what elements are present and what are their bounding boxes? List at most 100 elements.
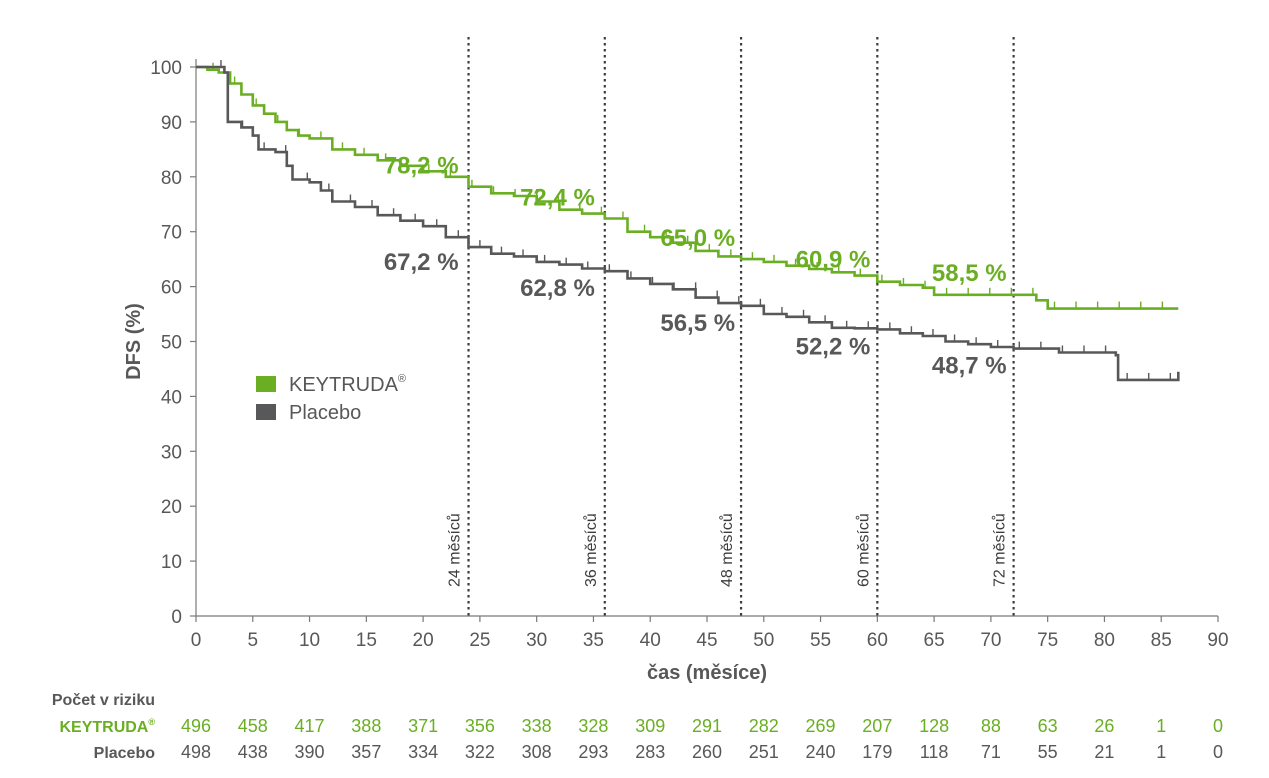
milestone-label: 67,2 % [384, 249, 459, 276]
milestone-label: 65,0 % [660, 225, 735, 252]
milestone-label: 52,2 % [796, 333, 871, 360]
risk-count: 334 [408, 742, 438, 762]
risk-count: 438 [238, 742, 268, 762]
risk-count: 322 [465, 742, 495, 762]
legend-label: Placebo [289, 402, 361, 424]
x-tick-label: 50 [753, 630, 774, 651]
x-tick-label: 10 [299, 630, 320, 651]
risk-count: 417 [295, 716, 325, 736]
risk-table-title: Počet v riziku [52, 692, 155, 709]
risk-count: 498 [181, 742, 211, 762]
risk-count: 251 [749, 742, 779, 762]
risk-row-label: Placebo [94, 745, 156, 762]
risk-count: 308 [522, 742, 552, 762]
x-tick-label: 5 [247, 630, 258, 651]
curve-keytruda [196, 65, 1179, 310]
risk-count: 390 [295, 742, 325, 762]
risk-count: 283 [635, 742, 665, 762]
milestone-label: 48,7 % [932, 353, 1007, 380]
y-axis-title: DFS (%) [123, 303, 145, 380]
milestone-label: 78,2 % [384, 153, 459, 180]
risk-count: 293 [578, 742, 608, 762]
y-tick-label: 60 [161, 278, 182, 299]
y-tick-label: 80 [161, 168, 182, 189]
y-tick-label: 70 [161, 223, 182, 244]
x-tick-label: 45 [696, 630, 717, 651]
x-tick-label: 25 [469, 630, 490, 651]
reference-lines: 24 měsíců 36 měsíců 48 měsíců 60 měsíců 72 m… [446, 37, 1015, 616]
y-tick-label: 50 [161, 333, 182, 354]
risk-count: 21 [1094, 742, 1114, 762]
curve-placebo [196, 65, 1180, 382]
risk-count: 1 [1156, 716, 1166, 736]
milestone-label: 60,9 % [796, 247, 871, 274]
risk-count: 291 [692, 716, 722, 736]
risk-count: 88 [981, 716, 1001, 736]
x-axis-title: čas (měsíce) [647, 662, 767, 684]
y-tick-label: 10 [161, 552, 182, 573]
risk-row-label: KEYTRUDA® [59, 717, 155, 736]
y-tick-label: 30 [161, 442, 182, 463]
milestone-label: 72,4 % [520, 185, 595, 212]
legend: KEYTRUDA® Placebo [256, 373, 406, 424]
risk-count: 240 [806, 742, 836, 762]
reference-line-label: 48 měsíců [718, 513, 736, 587]
y-tick-label: 100 [150, 58, 182, 79]
y-tick-label: 0 [171, 607, 182, 628]
risk-count: 338 [522, 716, 552, 736]
risk-count: 282 [749, 716, 779, 736]
x-tick-label: 30 [526, 630, 547, 651]
risk-count: 328 [578, 716, 608, 736]
risk-count: 260 [692, 742, 722, 762]
x-tick-label: 90 [1207, 630, 1228, 651]
risk-count: 179 [862, 742, 892, 762]
risk-count: 1 [1156, 742, 1166, 762]
axes: 0 10 20 30 40 50 60 70 80 90 100 0 5 10 15 20 25 30 35 40 45… [123, 58, 1229, 684]
x-tick-label: 85 [1151, 630, 1172, 651]
reference-line-label: 60 měsíců [854, 513, 872, 587]
x-tick-label: 20 [413, 630, 434, 651]
registered-mark: ® [148, 717, 155, 727]
y-tick-label: 20 [161, 497, 182, 518]
y-tick-label: 40 [161, 387, 182, 408]
x-tick-label: 40 [640, 630, 661, 651]
risk-count: 269 [806, 716, 836, 736]
reference-line-label: 24 měsíců [446, 513, 464, 587]
risk-count: 55 [1038, 742, 1058, 762]
x-tick-label: 65 [924, 630, 945, 651]
x-tick-label: 35 [583, 630, 604, 651]
risk-count: 388 [351, 716, 381, 736]
x-tick-label: 75 [1037, 630, 1058, 651]
risk-count: 71 [981, 742, 1001, 762]
legend-swatch [256, 376, 276, 392]
milestone-label: 62,8 % [520, 275, 595, 302]
risk-count: 496 [181, 716, 211, 736]
risk-count: 0 [1213, 742, 1223, 762]
risk-count: 458 [238, 716, 268, 736]
risk-count: 128 [919, 716, 949, 736]
milestone-label: 58,5 % [932, 260, 1007, 287]
x-tick-label: 60 [867, 630, 888, 651]
legend-swatch [256, 404, 276, 420]
risk-count: 63 [1038, 716, 1058, 736]
reference-line-label: 36 měsíců [582, 513, 600, 587]
risk-count: 371 [408, 716, 438, 736]
risk-count: 0 [1213, 716, 1223, 736]
milestone-labels: 78,2 % 72,4 % 65,0 % 60,9 % 58,5 % 67,2 % 62,8… [384, 153, 1007, 380]
reference-line-label: 72 měsíců [991, 513, 1009, 587]
registered-mark: ® [398, 373, 406, 385]
legend-label: KEYTRUDA® [289, 373, 406, 396]
x-tick-label: 55 [810, 630, 831, 651]
risk-count: 118 [920, 742, 949, 762]
risk-count: 309 [635, 716, 665, 736]
risk-count: 356 [465, 716, 495, 736]
risk-count: 357 [351, 742, 381, 762]
x-tick-label: 80 [1094, 630, 1115, 651]
risk-table: Počet v riziku KEYTRUDA® 496 458 417 388 371 35… [52, 692, 1223, 762]
survival-curves [196, 60, 1180, 382]
milestone-label: 56,5 % [660, 310, 735, 337]
x-tick-label: 0 [191, 630, 202, 651]
x-tick-label: 15 [356, 630, 377, 651]
risk-count: 26 [1094, 716, 1114, 736]
